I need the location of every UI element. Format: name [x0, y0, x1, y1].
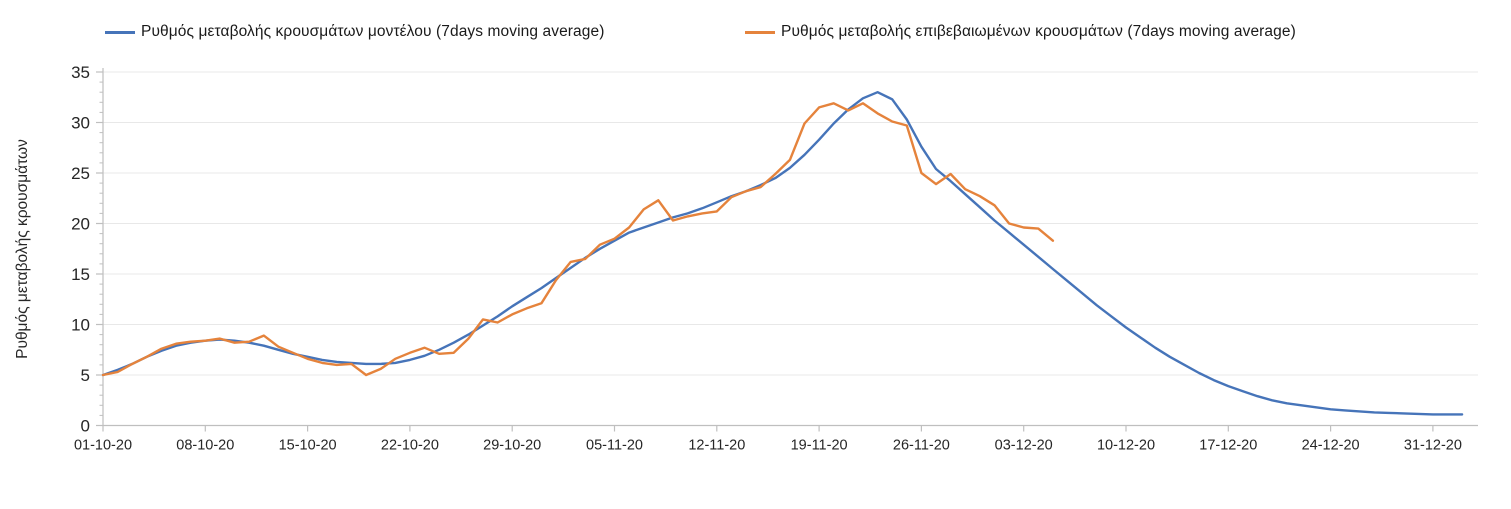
series-line-confirmed [101, 102, 1055, 377]
x-tick-label: 19-11-20 [791, 438, 848, 454]
x-tick-label: 24-12-20 [1302, 438, 1360, 454]
legend-item-model: Ρυθμός μεταβολής κρουσμάτων μοντέλου (7d… [105, 22, 604, 42]
x-tick-label: 26-11-20 [893, 438, 950, 454]
x-tick-label: 01-10-20 [74, 438, 132, 454]
x-tick-label: 08-10-20 [176, 438, 234, 454]
y-tick-label: 10 [71, 316, 90, 335]
legend-marker-confirmed [745, 30, 775, 34]
y-tick-label: 20 [71, 215, 90, 234]
x-tick-label: 03-12-20 [995, 438, 1053, 454]
legend-item-confirmed: Ρυθμός μεταβολής επιβεβαιωμένων κρουσμάτ… [745, 22, 1296, 42]
x-tick-label: 29-10-20 [483, 438, 541, 454]
x-tick-label: 17-12-20 [1199, 438, 1257, 454]
y-tick-label: 35 [71, 63, 90, 82]
y-tick-label: 30 [71, 114, 90, 133]
x-tick-label: 12-11-20 [688, 438, 745, 454]
x-tick-label: 31-12-20 [1404, 438, 1462, 454]
legend-label-confirmed: Ρυθμός μεταβολής επιβεβαιωμένων κρουσμάτ… [781, 23, 1296, 40]
x-tick-label: 10-12-20 [1097, 438, 1155, 454]
x-tick-label: 15-10-20 [279, 438, 337, 454]
legend-label-model: Ρυθμός μεταβολής κρουσμάτων μοντέλου (7d… [141, 23, 605, 40]
legend-marker-model [105, 30, 135, 34]
x-tick-label: 22-10-20 [381, 438, 439, 454]
series-line-model [101, 90, 1464, 416]
y-tick-label: 25 [71, 164, 90, 183]
y-tick-label: 0 [81, 417, 90, 436]
x-tick-label: 05-11-20 [586, 438, 643, 454]
y-tick-label: 5 [81, 366, 90, 385]
y-tick-label: 15 [71, 265, 90, 284]
